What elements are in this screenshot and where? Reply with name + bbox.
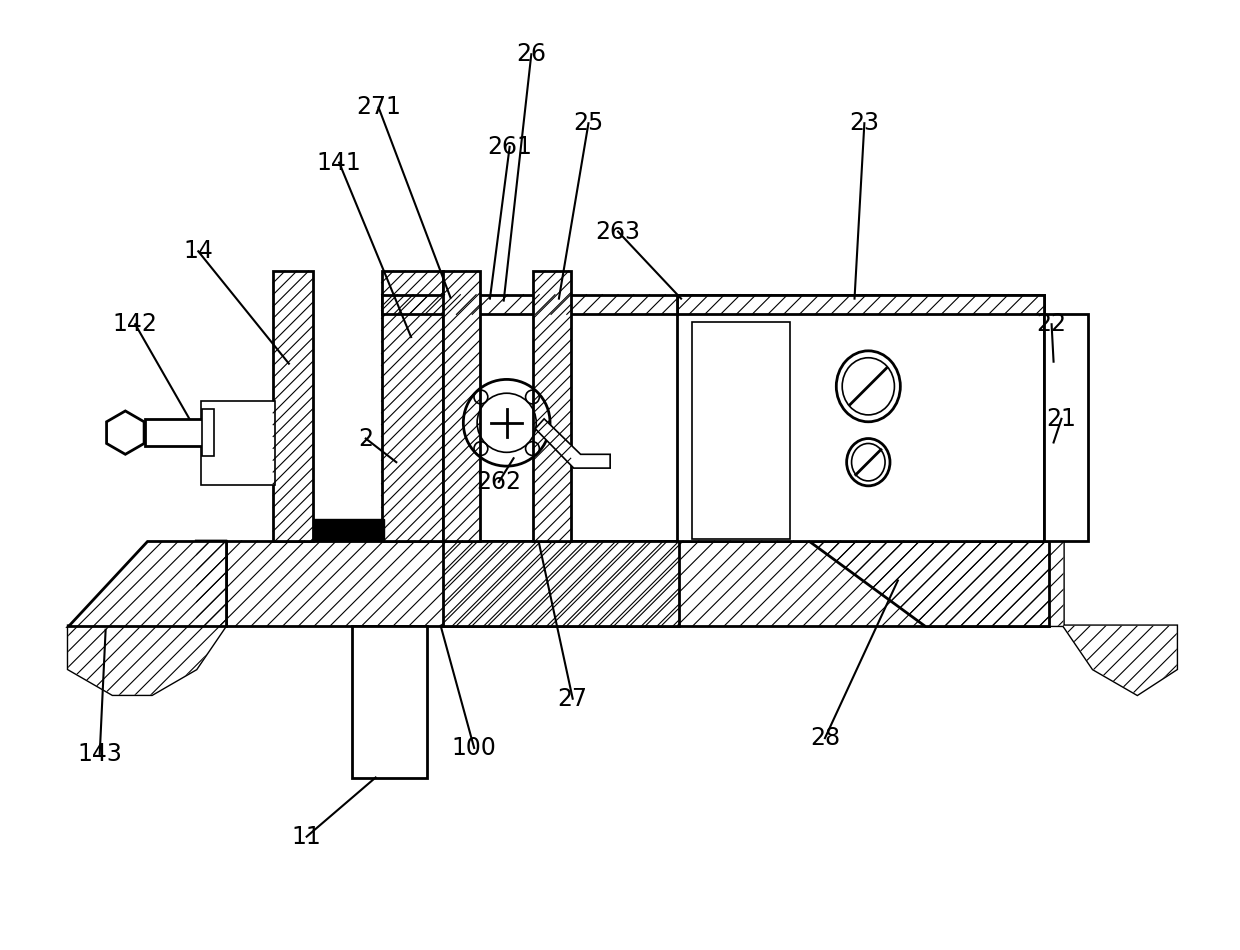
- Bar: [273, 271, 312, 541]
- Text: 21: 21: [1047, 407, 1076, 431]
- Bar: [692, 322, 790, 539]
- Bar: [226, 541, 1049, 626]
- Bar: [382, 271, 443, 541]
- Text: 263: 263: [595, 219, 641, 243]
- Text: 261: 261: [487, 135, 532, 159]
- Text: 2: 2: [358, 427, 373, 450]
- Text: 141: 141: [316, 151, 362, 175]
- Text: 28: 28: [810, 726, 839, 751]
- Text: 100: 100: [451, 736, 496, 760]
- Text: 14: 14: [184, 239, 213, 263]
- Text: 23: 23: [849, 111, 879, 135]
- Bar: [352, 626, 427, 777]
- Bar: [145, 419, 205, 446]
- Polygon shape: [1049, 541, 1177, 694]
- Polygon shape: [68, 541, 226, 694]
- Bar: [202, 409, 215, 456]
- Text: 27: 27: [558, 687, 588, 711]
- Text: 142: 142: [113, 313, 157, 336]
- Bar: [312, 520, 383, 541]
- Polygon shape: [107, 411, 144, 454]
- Polygon shape: [1049, 541, 1177, 694]
- Bar: [443, 271, 480, 541]
- Bar: [382, 294, 677, 314]
- Bar: [1044, 314, 1087, 541]
- Polygon shape: [536, 419, 610, 468]
- Text: 11: 11: [291, 825, 321, 848]
- Text: 26: 26: [516, 42, 547, 66]
- Bar: [677, 294, 1044, 314]
- Text: 271: 271: [356, 95, 401, 120]
- Polygon shape: [68, 541, 226, 626]
- Polygon shape: [68, 541, 226, 694]
- Polygon shape: [810, 541, 1049, 626]
- Bar: [677, 294, 1044, 541]
- Text: 143: 143: [77, 742, 123, 766]
- Bar: [533, 271, 570, 541]
- Text: 25: 25: [573, 111, 604, 135]
- Polygon shape: [68, 541, 226, 694]
- Polygon shape: [443, 541, 680, 626]
- Polygon shape: [1049, 541, 1177, 694]
- Bar: [201, 401, 275, 484]
- Polygon shape: [68, 541, 226, 626]
- Text: 262: 262: [476, 470, 521, 494]
- Polygon shape: [443, 541, 680, 626]
- Polygon shape: [810, 541, 1049, 626]
- Text: 22: 22: [1037, 313, 1066, 336]
